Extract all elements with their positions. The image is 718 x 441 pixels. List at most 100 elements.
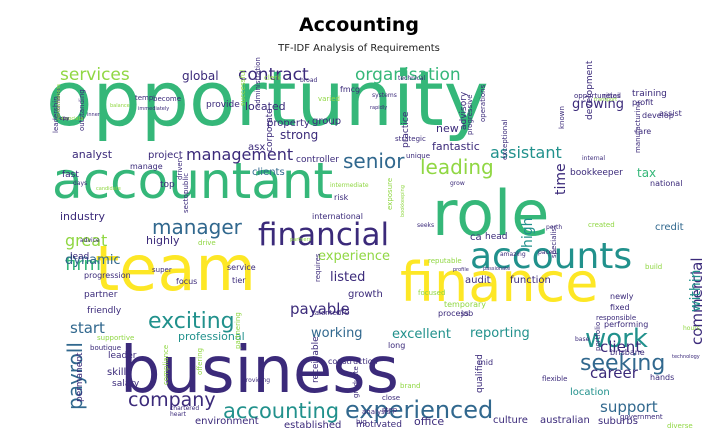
word-ca: ca xyxy=(470,232,482,243)
word-permanent: permanent xyxy=(75,352,85,402)
word-development: development xyxy=(585,60,595,120)
word-cloud-background xyxy=(46,60,696,438)
word-partner: partner xyxy=(84,290,118,300)
word-function: function xyxy=(510,275,551,286)
word-qualified: qualified xyxy=(475,354,485,393)
word-driven: driven xyxy=(176,158,184,180)
word-assistant: assistant xyxy=(490,143,562,162)
word-construction: construction xyxy=(328,357,378,366)
word-passionate: passionate xyxy=(483,266,510,272)
word-public: public xyxy=(182,173,190,194)
word-balance: balance xyxy=(110,103,130,109)
word-administration: administration xyxy=(254,57,262,108)
word-step: step xyxy=(382,406,398,414)
word-immediately: immediately xyxy=(138,106,169,112)
word-office: office xyxy=(414,415,444,428)
word-exceptional: exceptional xyxy=(501,120,509,161)
word-reporting: reporting xyxy=(470,326,530,341)
word-firm: firm xyxy=(65,254,101,275)
word-top: top xyxy=(160,180,175,190)
word-temporary: temporary xyxy=(444,300,486,309)
word-develop: develop xyxy=(642,111,674,120)
word-portfolio: portfolio xyxy=(594,322,602,351)
word-transport: transport xyxy=(594,97,617,103)
word-salary: salary xyxy=(112,379,140,389)
word-retail: retail xyxy=(603,92,621,100)
word-seeking: seeking xyxy=(580,351,665,376)
word-receivable: receivable xyxy=(311,336,321,383)
word-boutique: boutique xyxy=(90,344,121,352)
word-manage: manage xyxy=(130,162,163,171)
word-mid: mid xyxy=(478,358,493,367)
word-new: new xyxy=(436,122,459,135)
word-cpa: cpa xyxy=(60,116,69,122)
word-grow: grow xyxy=(450,180,465,187)
word-newly: newly xyxy=(610,292,634,301)
word-big: big xyxy=(356,418,367,426)
word-risk: risk xyxy=(334,193,349,202)
word-strong: strong xyxy=(280,128,318,142)
word-created: created xyxy=(588,221,615,229)
word-close: close xyxy=(382,394,400,402)
word-strategic: strategic xyxy=(395,135,426,143)
word-varied: varied xyxy=(318,95,340,103)
word-progression: progression xyxy=(84,271,131,280)
word-suburbs: suburbs xyxy=(598,416,638,427)
word-hands: hands xyxy=(650,373,674,382)
word-audit: audit xyxy=(465,275,491,286)
word-national: national xyxy=(650,179,682,188)
word-exposure: exposure xyxy=(386,178,394,210)
word-opportunities: opportunities xyxy=(574,92,621,100)
word-credit: credit xyxy=(655,222,684,233)
word-role: role xyxy=(432,177,549,250)
word-operations: operations xyxy=(479,84,487,122)
word-tier: tier xyxy=(232,276,246,285)
word-perth: perth xyxy=(546,224,562,231)
word-experience: experience xyxy=(318,249,390,264)
word-intermediate: intermediate xyxy=(330,182,369,189)
word-fmcg: fmcg xyxy=(340,85,360,94)
word-inner: inner xyxy=(87,112,101,118)
word-great: great xyxy=(65,231,107,250)
word-analysis: analysis xyxy=(362,408,391,416)
word-experienced: experienced xyxy=(345,396,493,424)
word-providing: providing xyxy=(242,377,270,384)
word-payroll: payroll xyxy=(63,342,87,410)
word-growing: growing xyxy=(572,97,624,112)
word-progressive: progressive xyxy=(466,94,474,135)
word-management: management xyxy=(186,145,293,164)
word-tax: tax xyxy=(637,166,656,180)
word-flexible: flexible xyxy=(542,375,567,383)
word-rapidly: rapidly xyxy=(370,105,387,111)
word-accounting: accounting xyxy=(223,399,339,423)
word-heart: heart xyxy=(170,411,187,418)
word-environment: environment xyxy=(195,416,259,427)
word-dynamic: dynamic xyxy=(65,253,121,268)
word-listed: listed xyxy=(330,270,365,285)
word-group: opportunity accountant role team financebusi… xyxy=(46,54,706,431)
word-technical: technical xyxy=(398,75,426,82)
word-support: support xyxy=(600,398,658,416)
word-reconciliations: reconciliations xyxy=(56,83,62,120)
word-due: due xyxy=(60,116,69,122)
word-bookkeeper: bookkeeper xyxy=(570,168,623,178)
word-opportunity: opportunity xyxy=(46,54,489,143)
word-services: services xyxy=(60,65,130,85)
word-motivated: motivated xyxy=(356,420,402,430)
word-leading: leading xyxy=(420,155,494,179)
word-brisbane: brisbane xyxy=(610,348,645,357)
word-property: property xyxy=(267,118,310,129)
word-focus: focus xyxy=(176,277,197,286)
word-hours: hours xyxy=(683,325,700,332)
word-supportive: supportive xyxy=(97,334,134,342)
word-growth: growth xyxy=(348,289,383,300)
word-super: super xyxy=(152,266,172,274)
word-manager: manager xyxy=(152,215,243,239)
word-accountant: accountant xyxy=(52,152,333,210)
word-government: government xyxy=(620,413,663,421)
word-paced: paced xyxy=(538,249,556,256)
word-located: located xyxy=(245,100,286,113)
word-brand: brand xyxy=(400,382,421,390)
word-industry: industry xyxy=(60,210,106,223)
